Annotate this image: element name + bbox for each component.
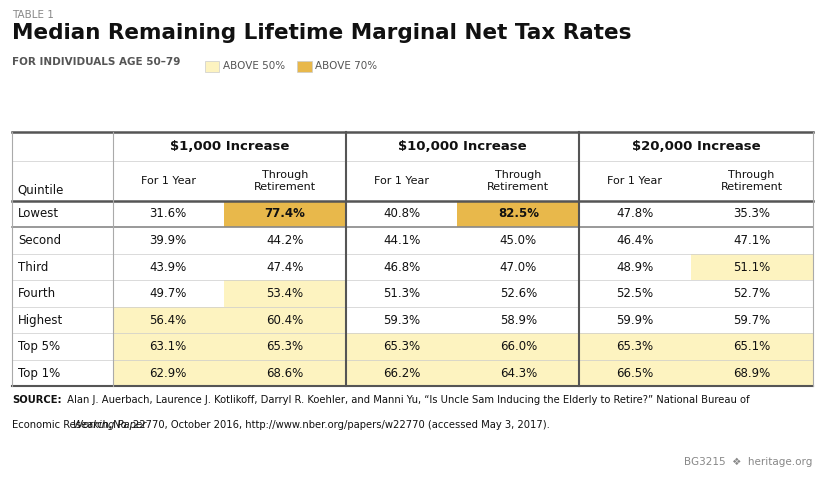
Text: 66.2%: 66.2% [383, 367, 420, 380]
Text: Through
Retirement: Through Retirement [488, 170, 549, 192]
Text: Alan J. Auerbach, Laurence J. Kotlikoff, Darryl R. Koehler, and Manni Yu, “Is Un: Alan J. Auerbach, Laurence J. Kotlikoff,… [64, 395, 749, 405]
Text: 64.3%: 64.3% [500, 367, 537, 380]
Text: 63.1%: 63.1% [149, 340, 187, 353]
Text: 40.8%: 40.8% [383, 207, 420, 220]
Text: 46.4%: 46.4% [616, 234, 653, 247]
Text: 43.9%: 43.9% [149, 261, 187, 274]
Text: 77.4%: 77.4% [265, 207, 305, 220]
Text: 47.1%: 47.1% [733, 234, 771, 247]
Text: 68.9%: 68.9% [733, 367, 771, 380]
Text: Second: Second [18, 234, 61, 247]
Text: BG3215  ❖  heritage.org: BG3215 ❖ heritage.org [684, 456, 813, 467]
Text: 56.4%: 56.4% [149, 313, 187, 326]
Text: 60.4%: 60.4% [266, 313, 304, 326]
Text: 31.6%: 31.6% [149, 207, 187, 220]
Text: 49.7%: 49.7% [149, 287, 187, 300]
Text: 65.1%: 65.1% [733, 340, 771, 353]
Text: Median Remaining Lifetime Marginal Net Tax Rates: Median Remaining Lifetime Marginal Net T… [12, 23, 632, 43]
Text: 35.3%: 35.3% [733, 207, 771, 220]
Text: 65.3%: 65.3% [266, 340, 304, 353]
Text: 45.0%: 45.0% [500, 234, 537, 247]
Text: For 1 Year: For 1 Year [141, 176, 196, 186]
Text: $10,000 Increase: $10,000 Increase [398, 140, 527, 153]
Text: ABOVE 50%: ABOVE 50% [223, 61, 285, 72]
Text: 51.1%: 51.1% [733, 261, 771, 274]
Text: Working Paper: Working Paper [73, 420, 146, 430]
Text: Third: Third [18, 261, 49, 274]
Text: No. 22770, October 2016, http://www.nber.org/papers/w22770 (accessed May 3, 2017: No. 22770, October 2016, http://www.nber… [110, 420, 549, 430]
Text: Through
Retirement: Through Retirement [254, 170, 316, 192]
Text: 59.3%: 59.3% [383, 313, 420, 326]
Text: 39.9%: 39.9% [149, 234, 187, 247]
Text: 66.5%: 66.5% [616, 367, 653, 380]
Text: 44.1%: 44.1% [383, 234, 420, 247]
Text: TABLE 1: TABLE 1 [12, 10, 54, 20]
Text: Economic Research,: Economic Research, [12, 420, 116, 430]
Text: Quintile: Quintile [17, 184, 64, 197]
Text: 82.5%: 82.5% [497, 207, 539, 220]
Text: SOURCE:: SOURCE: [12, 395, 62, 405]
Text: Through
Retirement: Through Retirement [720, 170, 783, 192]
Text: $20,000 Increase: $20,000 Increase [632, 140, 761, 153]
Text: 65.3%: 65.3% [383, 340, 420, 353]
Text: $1,000 Increase: $1,000 Increase [169, 140, 289, 153]
Text: ABOVE 70%: ABOVE 70% [315, 61, 377, 72]
Text: Lowest: Lowest [18, 207, 59, 220]
Text: 66.0%: 66.0% [500, 340, 537, 353]
Text: 65.3%: 65.3% [616, 340, 653, 353]
Text: FOR INDIVIDUALS AGE 50–79: FOR INDIVIDUALS AGE 50–79 [12, 57, 181, 67]
Text: 52.7%: 52.7% [733, 287, 771, 300]
Text: 44.2%: 44.2% [266, 234, 304, 247]
Text: 47.0%: 47.0% [500, 261, 537, 274]
Text: 68.6%: 68.6% [266, 367, 304, 380]
Text: 52.5%: 52.5% [616, 287, 653, 300]
Text: 59.9%: 59.9% [616, 313, 653, 326]
Text: 59.7%: 59.7% [733, 313, 771, 326]
Text: Highest: Highest [18, 313, 64, 326]
Text: 47.8%: 47.8% [616, 207, 653, 220]
Text: 48.9%: 48.9% [616, 261, 653, 274]
Text: 62.9%: 62.9% [149, 367, 187, 380]
Text: 47.4%: 47.4% [266, 261, 304, 274]
Text: For 1 Year: For 1 Year [607, 176, 662, 186]
Text: Top 5%: Top 5% [18, 340, 60, 353]
Text: 53.4%: 53.4% [266, 287, 304, 300]
Text: 52.6%: 52.6% [500, 287, 537, 300]
Text: Fourth: Fourth [18, 287, 56, 300]
Text: For 1 Year: For 1 Year [374, 176, 429, 186]
Text: 58.9%: 58.9% [500, 313, 537, 326]
Text: Top 1%: Top 1% [18, 367, 60, 380]
Text: 51.3%: 51.3% [383, 287, 420, 300]
Text: 46.8%: 46.8% [383, 261, 420, 274]
